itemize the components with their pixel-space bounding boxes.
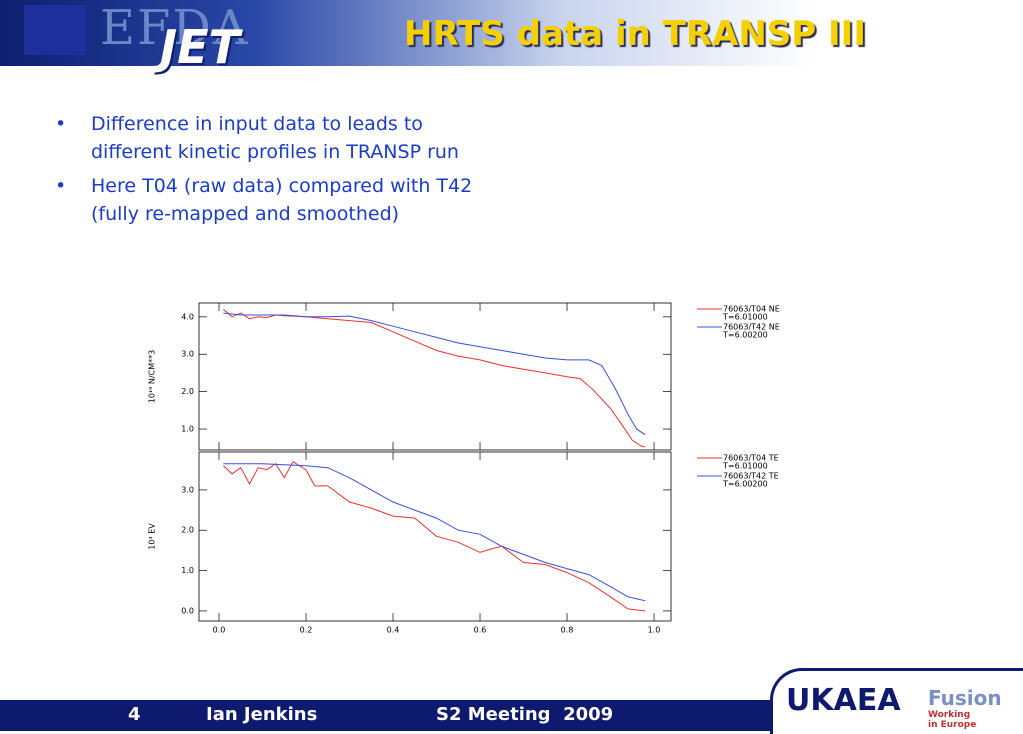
logo-box <box>770 668 1023 734</box>
legend-sub: T=6.00200 <box>722 480 768 489</box>
y-axis-label: 10¹⁹ N/CM**3 <box>148 350 157 403</box>
data-line <box>223 312 646 436</box>
legend-label: 76063/T42 NE <box>723 323 780 332</box>
slide-title: HRTS data in TRANSP III <box>404 14 866 54</box>
logo-ukaea: UKAEA <box>786 683 901 718</box>
bullet: Here T04 (raw data) compared with T42 (f… <box>55 172 475 228</box>
logo-fusion: Fusion <box>928 686 1002 710</box>
x-tick-label: 0.8 <box>561 626 574 635</box>
y-tick-label: 0.0 <box>181 606 194 615</box>
data-line <box>223 309 646 448</box>
legend-sub: T=6.01000 <box>722 462 768 471</box>
plot-frame <box>198 451 672 622</box>
legend-label: 76063/T04 NE <box>723 305 780 314</box>
y-tick-label: 1.0 <box>181 566 194 575</box>
eu-flag <box>24 5 86 55</box>
legend-sub: T=6.00200 <box>722 331 768 340</box>
legend-label: 76063/T04 TE <box>723 454 779 463</box>
legend-label: 76063/T42 TE <box>723 472 779 481</box>
bullet: Difference in input data to leads to dif… <box>55 110 475 166</box>
x-tick-label: 1.0 <box>648 626 661 635</box>
x-tick-label: 0.2 <box>300 626 313 635</box>
data-line <box>223 460 646 612</box>
legend-sub: T=6.01000 <box>722 313 768 322</box>
y-tick-label: 2.0 <box>181 387 194 396</box>
logo-fusion-sub: Working in Europe <box>928 710 977 730</box>
y-tick-label: 3.0 <box>181 350 194 359</box>
y-tick-label: 3.0 <box>181 485 194 494</box>
y-tick-label: 4.0 <box>181 312 194 321</box>
y-tick-label: 1.0 <box>181 425 194 434</box>
x-tick-label: 0.4 <box>387 626 400 635</box>
x-tick-label: 0.6 <box>474 626 487 635</box>
y-tick-label: 2.0 <box>181 526 194 535</box>
x-tick-label: 0.0 <box>213 626 226 635</box>
bullet-list: Difference in input data to leads to dif… <box>55 110 475 234</box>
header-band <box>0 0 1023 66</box>
data-line <box>223 463 646 602</box>
logo-efda: EFDA <box>100 0 250 56</box>
page-number: 4 <box>128 704 141 725</box>
logo-jet: JET <box>160 20 240 74</box>
event: S2 Meeting 2009 <box>436 704 614 725</box>
author: Ian Jenkins <box>206 704 318 725</box>
plot-frame <box>198 302 672 451</box>
y-axis-label: 10³ EV <box>148 523 157 550</box>
